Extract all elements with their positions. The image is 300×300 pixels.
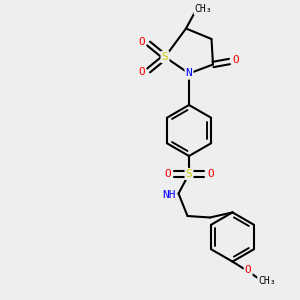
Text: S: S xyxy=(162,52,168,62)
Text: N: N xyxy=(186,68,192,79)
Text: NH: NH xyxy=(162,190,175,200)
Text: O: O xyxy=(233,55,239,65)
Text: O: O xyxy=(245,265,251,275)
Text: O: O xyxy=(139,37,145,47)
Text: O: O xyxy=(164,169,171,179)
Text: O: O xyxy=(139,67,145,77)
Text: CH₃: CH₃ xyxy=(258,276,276,286)
Text: CH₃: CH₃ xyxy=(195,4,212,14)
Text: O: O xyxy=(207,169,214,179)
Text: S: S xyxy=(186,169,192,179)
